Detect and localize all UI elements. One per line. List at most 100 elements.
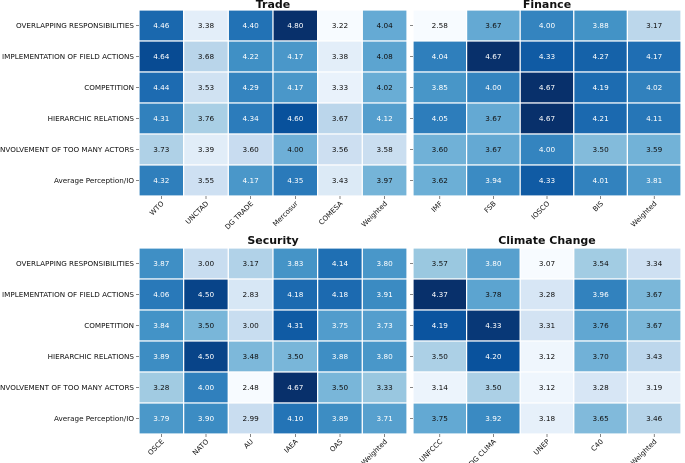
cell-value-label: 3.85 [432, 83, 448, 92]
heatmap-cell [183, 371, 229, 404]
column-label: OAS [328, 437, 344, 453]
cell-value-label: 3.14 [432, 383, 449, 392]
cell-value-label: 3.12 [539, 352, 555, 361]
cell-value-label: 3.50 [332, 383, 349, 392]
column-label: IOSCO [530, 199, 552, 221]
row-label: COMPETITION [84, 83, 134, 92]
heatmap-cell [227, 247, 274, 280]
heatmap-cell [573, 164, 628, 197]
cell-value-label: 4.33 [485, 321, 502, 330]
cell-value-label: 4.04 [377, 21, 394, 30]
cell-value-label: 4.17 [243, 176, 260, 185]
cell-value-label: 3.97 [377, 176, 394, 185]
cell-value-label: 4.17 [646, 52, 663, 61]
heatmap-panel-finance: Finance 2.58 3.67 4.00 3.88 3.17 4.04 4.67 4.33 4… [410, 0, 682, 229]
cell-value-label: 3.62 [432, 176, 448, 185]
cell-value-label: 3.59 [646, 145, 663, 154]
heatmap-cell [138, 402, 185, 435]
cell-value-label: 3.60 [432, 145, 449, 154]
heatmap-cell [626, 247, 682, 280]
column-label: C40 [590, 438, 605, 453]
cell-value-label: 3.73 [153, 145, 170, 154]
cell-value-label: 4.17 [287, 52, 304, 61]
cell-value-label: 2.58 [432, 21, 449, 30]
cell-value-label: 3.55 [198, 176, 214, 185]
column-label: NATO [191, 437, 211, 457]
cell-value-label: 3.67 [485, 21, 502, 30]
cell-value-label: 4.21 [592, 114, 608, 123]
cell-value-label: 2.83 [243, 290, 260, 299]
row-label: OVERLAPPING RESPONSIBILITIES [16, 259, 134, 268]
heatmap-cell [519, 340, 575, 373]
cell-value-label: 3.46 [646, 414, 663, 423]
heatmap-cell [466, 340, 521, 373]
cell-value-label: 3.89 [332, 414, 349, 423]
heatmap-cell [626, 71, 682, 104]
heatmap-cell [573, 102, 628, 135]
cell-value-label: 4.20 [485, 352, 502, 361]
cell-value-label: 3.65 [592, 414, 608, 423]
heatmap-cell [626, 371, 682, 404]
cell-value-label: 4.29 [243, 83, 260, 92]
heatmap-cell [317, 371, 363, 404]
heatmap-cell [317, 278, 363, 311]
cell-value-label: 3.50 [432, 352, 449, 361]
column-label: Weighted [630, 200, 659, 229]
column-label: Weighted [630, 438, 659, 463]
cell-value-label: 3.81 [646, 176, 662, 185]
cell-value-label: 3.54 [592, 259, 609, 268]
cell-value-label: 3.53 [198, 83, 215, 92]
cell-value-label: 3.48 [243, 352, 260, 361]
heatmap-cell [626, 133, 682, 166]
heatmap-cell [626, 40, 682, 73]
heatmap-cell [183, 71, 229, 104]
heatmap-cell [361, 102, 408, 135]
cell-value-label: 4.17 [287, 83, 304, 92]
cell-value-label: 3.07 [539, 259, 556, 268]
cell-value-label: 3.70 [592, 352, 609, 361]
heatmap-cell [272, 340, 319, 373]
panel-title: Finance [523, 0, 571, 11]
heatmap-cell [466, 133, 521, 166]
cell-value-label: 4.37 [432, 290, 449, 299]
cell-value-label: 4.50 [198, 352, 215, 361]
heatmap-cell [317, 71, 363, 104]
cell-value-label: 3.67 [646, 321, 663, 330]
cell-value-label: 4.31 [153, 114, 169, 123]
heatmap-cell [361, 247, 408, 280]
heatmap-cell [519, 402, 575, 435]
heatmap-cell [317, 102, 363, 135]
cell-value-label: 4.19 [592, 83, 609, 92]
cell-value-label: 3.90 [198, 414, 215, 423]
heatmap-cell [227, 278, 274, 311]
heatmap-cell [412, 9, 468, 42]
cell-value-label: 4.67 [539, 114, 556, 123]
heatmap-cell [466, 309, 521, 342]
cell-value-label: 3.67 [646, 290, 663, 299]
cell-value-label: 3.83 [287, 259, 304, 268]
column-label: DG TRADE [224, 200, 255, 231]
cell-value-label: 4.19 [432, 321, 449, 330]
row-label: INVOLVEMENT OF TOO MANY ACTORS [0, 145, 134, 154]
cell-value-label: 4.18 [332, 290, 349, 299]
cell-value-label: 3.73 [377, 321, 394, 330]
cell-value-label: 4.64 [153, 52, 170, 61]
heatmap-cell [138, 164, 185, 197]
cell-value-label: 3.84 [153, 321, 170, 330]
cell-value-label: 3.67 [485, 145, 502, 154]
heatmap-panel-security: Security 3.87 3.00 3.17 3.83 4.14 3.80 4.06 4.50… [0, 234, 408, 463]
cell-value-label: 3.28 [153, 383, 170, 392]
cell-value-label: 4.08 [377, 52, 394, 61]
cell-value-label: 3.91 [377, 290, 393, 299]
cell-value-label: 3.00 [243, 321, 260, 330]
cell-value-label: 3.43 [646, 352, 663, 361]
heatmap-cell [227, 309, 274, 342]
cell-value-label: 4.18 [287, 290, 304, 299]
cell-value-label: 4.33 [539, 52, 556, 61]
cell-value-label: 3.92 [485, 414, 501, 423]
cell-value-label: 4.00 [485, 83, 502, 92]
cell-value-label: 4.05 [432, 114, 448, 123]
cell-value-label: 3.67 [332, 114, 349, 123]
